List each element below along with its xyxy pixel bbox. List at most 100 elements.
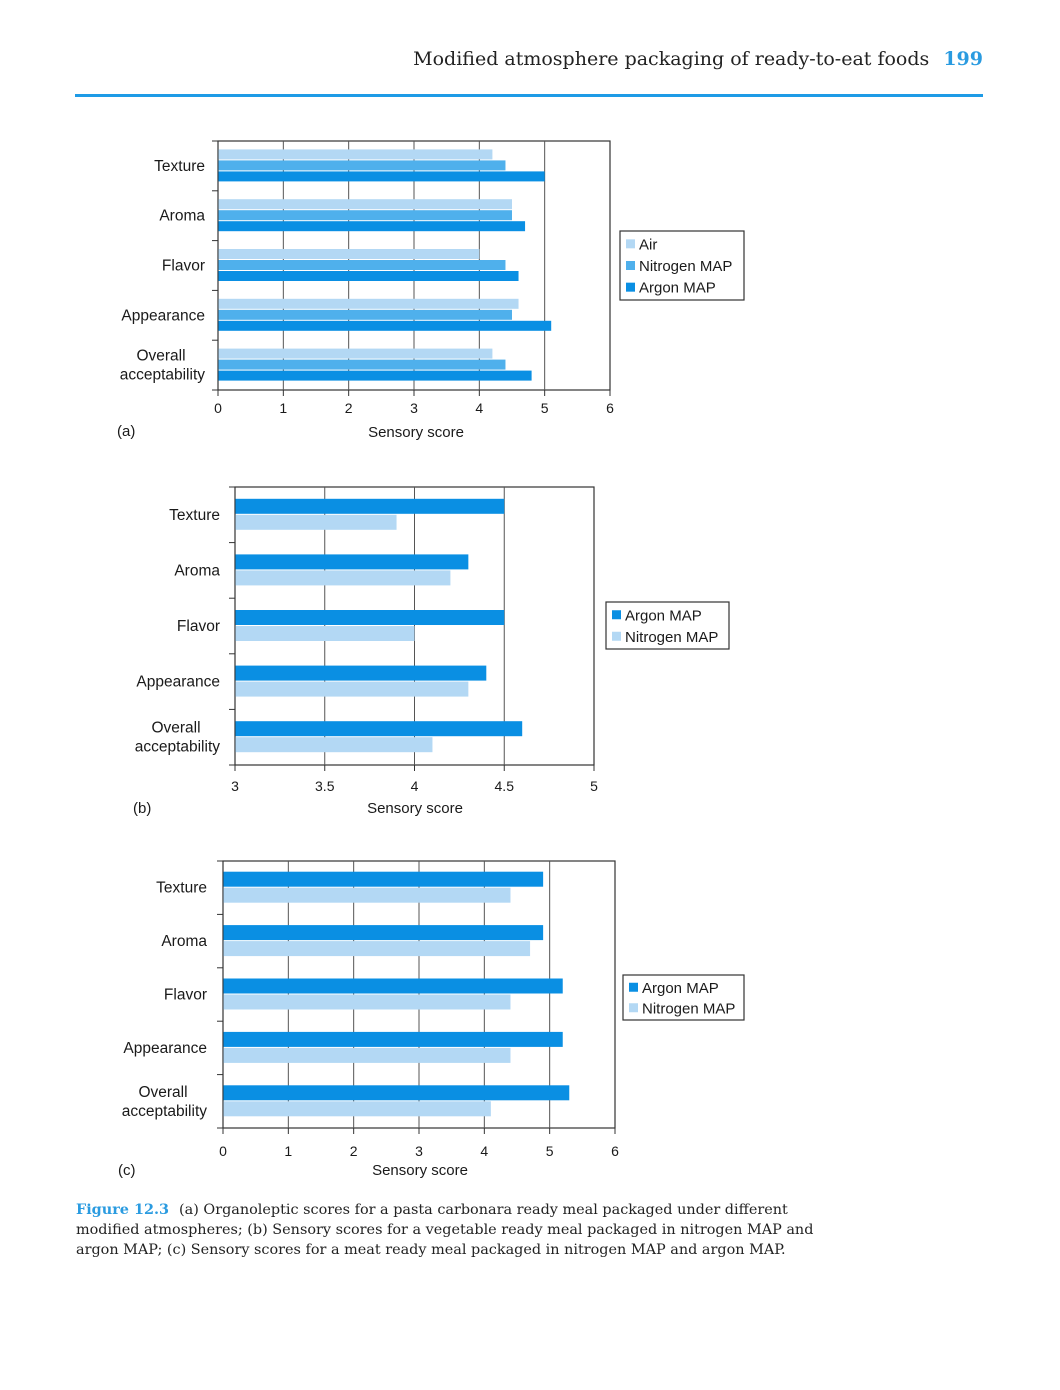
chart-a-x-tick-label: 0: [214, 400, 222, 416]
chart-b-category-label: Overall: [151, 720, 200, 737]
chart-c-category-label: Aroma: [161, 933, 207, 950]
header-rule: [75, 94, 983, 97]
chart-a-bar-argon-map: [218, 320, 552, 331]
chart-b-legend-label: Argon MAP: [625, 607, 702, 624]
chart-c-bar-nitrogen-map: [223, 887, 511, 903]
chart-a-bar-air: [218, 199, 512, 210]
caption-text: (a) Organoleptic scores for a pasta carb…: [76, 1202, 814, 1258]
chart-a-legend-label: Nitrogen MAP: [639, 258, 732, 275]
chart-a-bar-argon-map: [218, 271, 519, 281]
chart-b-bar-argon-map: [235, 554, 469, 570]
chart-b-bar-argon-map: [235, 610, 505, 625]
chart-a-bar-nitrogen-map: [218, 260, 506, 270]
chart-c-x-tick-label: 0: [219, 1143, 227, 1159]
chart-a-bar-nitrogen-map: [218, 309, 512, 320]
chart-c-x-tick-label: 5: [546, 1143, 554, 1159]
chart-b-x-tick-label: 4.5: [495, 778, 515, 794]
chart-b-x-tick-label: 3.5: [315, 778, 335, 794]
running-title: Modified atmosphere packaging of ready-t…: [413, 48, 930, 70]
chart-a-bar-nitrogen-map: [218, 160, 506, 171]
chart-c-category-label: Texture: [156, 880, 207, 897]
chart-c-category-label: acceptability: [122, 1103, 208, 1120]
chart-a-bar-nitrogen-map: [218, 210, 512, 221]
chart-a-bar-argon-map: [218, 221, 526, 232]
chart-c-bar-nitrogen-map: [223, 1101, 491, 1117]
chart-b-bar-nitrogen-map: [235, 570, 451, 586]
chart-c-legend-label: Nitrogen MAP: [642, 1000, 735, 1017]
page-number: 199: [943, 48, 983, 70]
chart-b-legend-swatch: [612, 631, 621, 641]
chart-a-legend-swatch: [626, 282, 635, 292]
chart-c-x-tick-label: 6: [611, 1143, 619, 1159]
figure-caption: Figure 12.3 (a) Organoleptic scores for a…: [76, 1200, 816, 1260]
chart-a-legend-box: [619, 230, 745, 301]
chart-b-bar-nitrogen-map: [235, 626, 415, 641]
chart-c-bar-argon-map: [223, 1031, 563, 1047]
chart-b-bar-nitrogen-map: [235, 681, 469, 697]
chart-a-bar-argon-map: [218, 370, 532, 381]
chart-a-panel-label: (a): [117, 423, 135, 440]
chart-c-legend-label: Argon MAP: [642, 980, 719, 997]
chart-b-category-label: Aroma: [174, 562, 220, 579]
chart-c-category-label: Appearance: [123, 1040, 207, 1057]
chart-a-x-tick-label: 3: [410, 400, 418, 416]
chart-b-bar-argon-map: [235, 721, 523, 737]
chart-a-category-label: Appearance: [121, 307, 205, 324]
page-header: Modified atmosphere packaging of ready-t…: [75, 48, 983, 78]
chart-b-legend-label: Nitrogen MAP: [625, 629, 718, 646]
chart-a-legend-swatch: [626, 261, 635, 270]
chart-b-x-tick-label: 4: [411, 778, 419, 794]
chart-c-x-tick-label: 4: [480, 1143, 488, 1159]
chart-a-legend-label: Argon MAP: [639, 280, 716, 297]
chart-a-bar-air: [218, 249, 480, 259]
chart-a-x-tick-label: 1: [279, 400, 287, 416]
chart-c-legend-box: [622, 974, 745, 1021]
chart-b-bar-argon-map: [235, 498, 505, 514]
chart-a-category-label: Flavor: [162, 258, 205, 275]
chart-b-bar-nitrogen-map: [235, 514, 397, 530]
chart-c-bar-nitrogen-map: [223, 941, 531, 957]
chart-a-bar-air: [218, 149, 493, 160]
chart-b-category-label: Appearance: [136, 674, 220, 691]
chart-c-bar-argon-map: [223, 1085, 570, 1101]
chart-b-legend-box: [605, 601, 730, 650]
chart-c-x-tick-label: 3: [415, 1143, 423, 1159]
chart-a-bar-argon-map: [218, 171, 545, 182]
chart-a-category-label: acceptability: [120, 367, 206, 384]
chart-c-x-tick-label: 1: [284, 1143, 292, 1159]
chart-a-bar-air: [218, 348, 493, 359]
chart-b-x-tick-label: 3: [231, 778, 239, 794]
chart-a-legend-swatch: [626, 239, 635, 249]
chart-c-legend-swatch: [629, 982, 638, 992]
chart-c-legend-swatch: [629, 1003, 638, 1013]
chart-b-category-label: Texture: [169, 507, 220, 524]
chart-b-bar-argon-map: [235, 665, 487, 681]
chart-b-x-tick-label: 5: [590, 778, 598, 794]
chart-c-category-label: Flavor: [164, 987, 207, 1004]
chart-b-category-label: Flavor: [177, 618, 220, 635]
chart-c-bar-nitrogen-map: [223, 1047, 511, 1063]
chart-c-bar-argon-map: [223, 925, 544, 941]
chart-c-bar-argon-map: [223, 978, 563, 994]
chart-b-x-axis-title: Sensory score: [367, 800, 463, 817]
chart-c-x-tick-label: 2: [350, 1143, 358, 1159]
chart-a-x-tick-label: 2: [345, 400, 353, 416]
chart-c-x-axis-title: Sensory score: [372, 1162, 468, 1179]
chart-a-bar-nitrogen-map: [218, 359, 506, 370]
figure-label: Figure 12.3: [76, 1201, 170, 1218]
chart-a-bar-air: [218, 298, 519, 309]
chart-c-category-label: Overall: [138, 1084, 187, 1101]
chart-b-category-label: acceptability: [135, 739, 221, 756]
chart-c-panel-label: (c): [118, 1162, 136, 1179]
chart-b-bar-nitrogen-map: [235, 737, 433, 753]
chart-a-x-axis-title: Sensory score: [368, 424, 464, 441]
chart-b-panel-label: (b): [133, 800, 151, 817]
chart-a-x-tick-label: 5: [541, 400, 549, 416]
chart-a-legend-label: Air: [639, 236, 657, 253]
chart-a-x-tick-label: 4: [475, 400, 483, 416]
chart-a-category-label: Texture: [154, 158, 205, 175]
chart-a-category-label: Overall: [136, 348, 185, 365]
chart-c-bar-nitrogen-map: [223, 994, 511, 1010]
chart-c-bar-argon-map: [223, 871, 544, 887]
chart-b-legend-swatch: [612, 610, 621, 620]
